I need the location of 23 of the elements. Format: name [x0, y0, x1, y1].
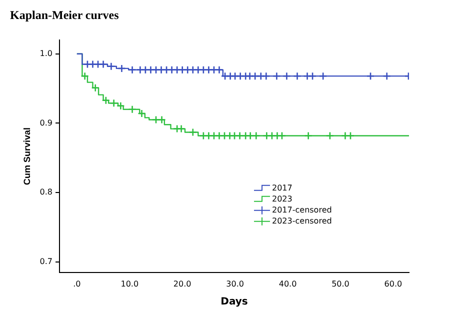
point: [107, 62, 116, 71]
x-tick-label: 10.0: [120, 279, 139, 288]
y-tick-label: 0.8: [40, 188, 53, 197]
point: [128, 105, 136, 114]
legend-label: 2017: [272, 183, 292, 192]
y-axis-title: Cum Survival: [22, 127, 32, 185]
y-tick-label: 1.0: [40, 48, 53, 58]
legend-label: 2023: [272, 194, 292, 204]
point: [102, 96, 110, 105]
x-tick-label: 20.0: [173, 279, 192, 288]
x-axis-title: Days: [220, 296, 248, 308]
x-tick-label: 30.0: [226, 279, 244, 288]
x-tick-label: 50.0: [332, 279, 350, 288]
x-tick-label: 40.0: [278, 279, 297, 288]
chart-title: Kaplan-Meier curves: [9, 8, 120, 24]
x-tick-label: 60.0: [384, 279, 402, 288]
point: [91, 84, 100, 92]
x-tick-label: .0: [73, 279, 81, 288]
legend-label: 2017-censored: [272, 205, 332, 214]
y-tick-label: 0.7: [40, 257, 53, 266]
point: [110, 98, 118, 108]
legend-label: 2023-censored: [272, 216, 332, 226]
y-tick-label: 0.9: [40, 118, 53, 128]
